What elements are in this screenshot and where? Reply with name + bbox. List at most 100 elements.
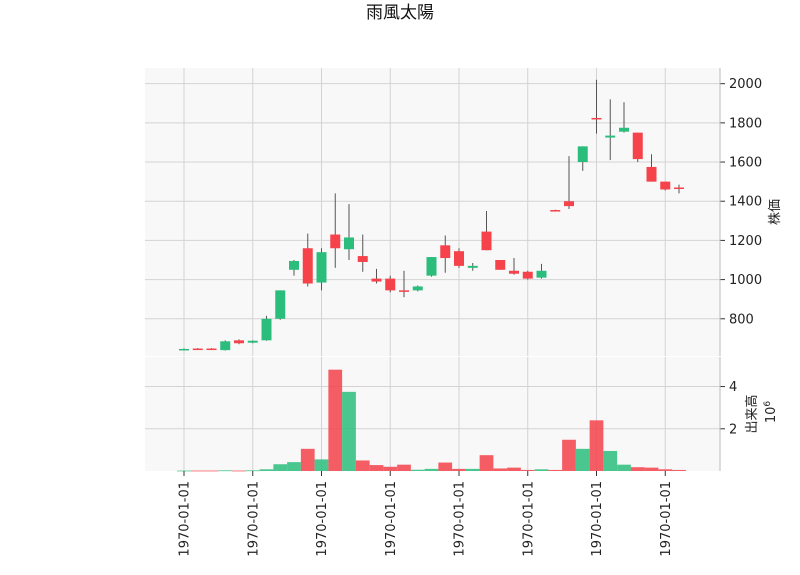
volume-bar <box>493 468 508 471</box>
volume-bar <box>177 470 191 472</box>
candle-body-down <box>495 260 506 270</box>
volume-bar <box>232 470 246 472</box>
x-axis: 1970-01-01 1970-01-01 1970-01-01 1970-01-01… <box>178 471 674 557</box>
x-tick-label: 1970-01-01 <box>246 481 261 557</box>
candle-body-down <box>522 271 533 279</box>
candle-body-down <box>440 245 451 259</box>
candle-body-up <box>426 257 437 276</box>
volume-bar <box>617 464 631 471</box>
volume-bar <box>287 462 301 471</box>
candle-body-down <box>357 256 368 262</box>
candle-body-down <box>234 340 244 344</box>
volume-tick-label: 2 <box>729 422 737 437</box>
candle-body-down <box>509 270 519 274</box>
candle-body-up <box>412 286 423 291</box>
price-tick-label: 2000 <box>729 77 762 92</box>
x-tick-label: 1970-01-01 <box>178 481 193 557</box>
volume-bar <box>658 469 673 471</box>
candle-body-down <box>385 278 396 291</box>
price-tick-label: 1200 <box>729 234 762 249</box>
volume-bar <box>424 468 439 471</box>
candle-body-up <box>289 260 299 270</box>
candle-body-down <box>481 231 492 251</box>
volume-bar <box>644 467 659 471</box>
x-tick-label: 1970-01-01 <box>590 481 605 557</box>
volume-unit-label: 106 <box>763 401 779 424</box>
x-tick-label: 1970-01-01 <box>659 481 674 557</box>
price-tick-label: 1800 <box>729 116 762 131</box>
candle-body-up <box>344 237 354 250</box>
price-panel-background <box>145 68 720 356</box>
candle-body-down <box>371 278 382 282</box>
chart-title: 雨風太陽 <box>366 3 434 23</box>
volume-bar <box>218 470 233 472</box>
candle-body-up <box>467 265 478 268</box>
volume-bar <box>603 450 618 471</box>
volume-bar <box>548 469 563 471</box>
volume-bar <box>383 466 398 471</box>
volume-bar <box>575 448 590 471</box>
volume-bar <box>204 470 219 472</box>
volume-bar <box>534 469 549 471</box>
candle-body-down <box>454 251 464 266</box>
volume-bar <box>438 462 453 471</box>
volume-bar <box>672 469 686 471</box>
price-tick-label: 800 <box>729 312 754 327</box>
volume-bar <box>630 467 645 471</box>
candle-body-down <box>330 234 341 249</box>
volume-tick-label: 4 <box>729 380 737 395</box>
x-tick-label: 1970-01-01 <box>384 481 399 557</box>
price-axis-label: 株価 <box>768 199 783 225</box>
candle-body-up <box>220 341 231 351</box>
candle-body-up <box>619 127 629 132</box>
volume-bar <box>342 391 356 471</box>
candle-body-down <box>660 181 671 190</box>
candle-body-down <box>591 117 602 120</box>
candle-body-down <box>564 201 574 207</box>
candle-body-up <box>275 290 286 319</box>
candle-body-down <box>646 166 657 182</box>
volume-bar <box>328 369 343 471</box>
volume-bar <box>397 464 411 471</box>
price-panel: 800 1000 1200 1400 1600 1800 2000 株価 <box>145 68 783 356</box>
volume-bar <box>369 465 384 471</box>
candle-body-up <box>577 146 588 163</box>
volume-bar <box>190 470 205 472</box>
volume-axis-label: 出来高 <box>744 394 760 433</box>
candle-body-down <box>206 348 217 351</box>
candle-body-up <box>179 348 189 351</box>
candle-body-up <box>247 340 258 343</box>
volume-bar <box>465 468 480 471</box>
volume-bar <box>562 439 576 471</box>
volume-bar <box>245 470 260 472</box>
candle-body-down <box>550 210 561 212</box>
price-tick-label: 1000 <box>729 273 762 288</box>
volume-bar <box>520 469 535 471</box>
candle-body-up <box>605 135 616 138</box>
volume-bar <box>355 460 370 471</box>
volume-bar <box>507 467 521 471</box>
volume-bar <box>479 455 494 471</box>
candle-body-down <box>674 187 684 190</box>
x-tick-label: 1970-01-01 <box>521 481 536 557</box>
candle-body-down <box>632 132 643 160</box>
candle-body-up <box>316 252 327 283</box>
candle-body-up <box>536 270 547 278</box>
candle-body-down <box>399 290 409 292</box>
volume-bar <box>259 469 274 471</box>
volume-bar <box>452 468 466 471</box>
price-tick-label: 1600 <box>729 156 762 171</box>
volume-bar <box>589 420 604 471</box>
volume-bar <box>314 459 329 471</box>
candle-body-down <box>192 348 203 351</box>
volume-bar <box>300 448 315 471</box>
volume-panel-background <box>145 357 720 471</box>
x-tick-label: 1970-01-01 <box>453 481 468 557</box>
x-tick-label: 1970-01-01 <box>315 481 330 557</box>
candle-body-up <box>261 318 272 341</box>
price-tick-label: 1400 <box>729 195 762 210</box>
volume-bar <box>273 464 288 471</box>
candle-body-down <box>302 248 313 284</box>
